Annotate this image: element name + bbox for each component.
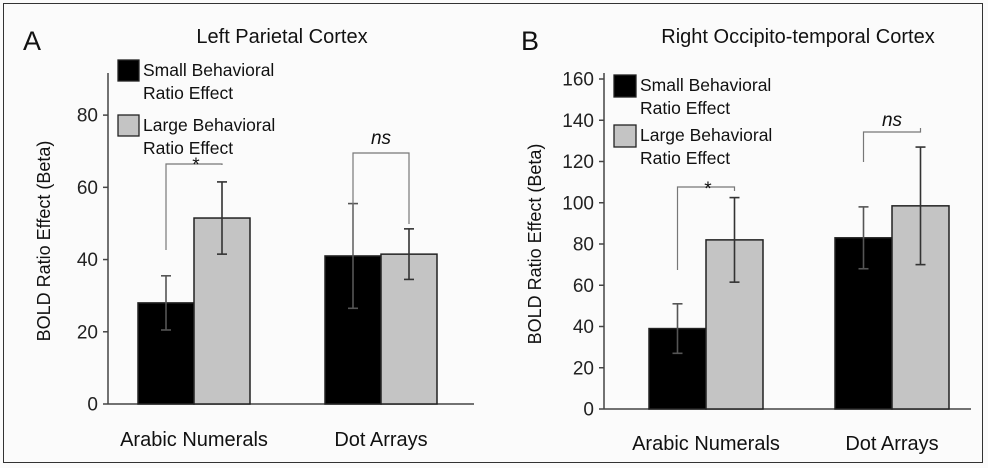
significance-bracket <box>352 152 410 255</box>
figure-frame <box>3 3 983 463</box>
legend-swatch <box>117 59 140 82</box>
y-tick-label: 80 <box>573 235 594 256</box>
significance-bracket <box>862 128 922 162</box>
legend-label: Ratio Effect <box>143 83 233 103</box>
legend-label: Small Behavioral <box>143 60 274 80</box>
y-tick-label: 100 <box>562 193 594 214</box>
y-axis-label: BOLD Ratio Effect (Beta) <box>34 141 54 342</box>
y-tick-label: 160 <box>562 70 594 91</box>
legend-label: Large Behavioral <box>640 125 772 145</box>
x-category-label: Dot Arrays <box>845 433 938 455</box>
y-tick-label: 120 <box>562 152 594 173</box>
y-tick-label: 0 <box>583 400 594 421</box>
y-tick-label: 20 <box>573 358 594 379</box>
significance-label: ns <box>882 110 903 131</box>
significance-label: * <box>704 179 712 200</box>
chart-title: Right Occipito-temporal Cortex <box>661 26 934 48</box>
legend-swatch <box>613 74 637 98</box>
legend-label: Ratio Effect <box>640 98 730 118</box>
significance-bracket <box>676 186 736 270</box>
y-tick-label: 40 <box>77 250 98 271</box>
significance-label: * <box>192 155 200 176</box>
y-tick-label: 60 <box>77 178 98 199</box>
legend-label: Ratio Effect <box>640 148 730 168</box>
legend-label: Large Behavioral <box>143 115 275 135</box>
panel-letter: A <box>23 26 41 56</box>
legend-label: Ratio Effect <box>143 138 233 158</box>
x-category-label: Arabic Numerals <box>120 429 268 451</box>
chart-title: Left Parietal Cortex <box>196 26 367 48</box>
legend-swatch <box>117 114 140 137</box>
y-tick-label: 60 <box>573 276 594 297</box>
y-tick-label: 0 <box>87 395 98 416</box>
y-tick-label: 140 <box>562 111 594 132</box>
significance-label: ns <box>371 128 392 149</box>
y-tick-label: 80 <box>77 106 98 127</box>
legend-label: Small Behavioral <box>640 75 771 95</box>
y-tick-label: 20 <box>77 322 98 343</box>
panel-letter: B <box>521 26 539 56</box>
x-category-label: Arabic Numerals <box>632 433 780 455</box>
significance-bracket <box>165 163 223 250</box>
y-axis-label: BOLD Ratio Effect (Beta) <box>525 144 545 345</box>
legend-swatch <box>613 124 637 148</box>
y-tick-label: 40 <box>573 317 594 338</box>
x-category-label: Dot Arrays <box>334 429 427 451</box>
